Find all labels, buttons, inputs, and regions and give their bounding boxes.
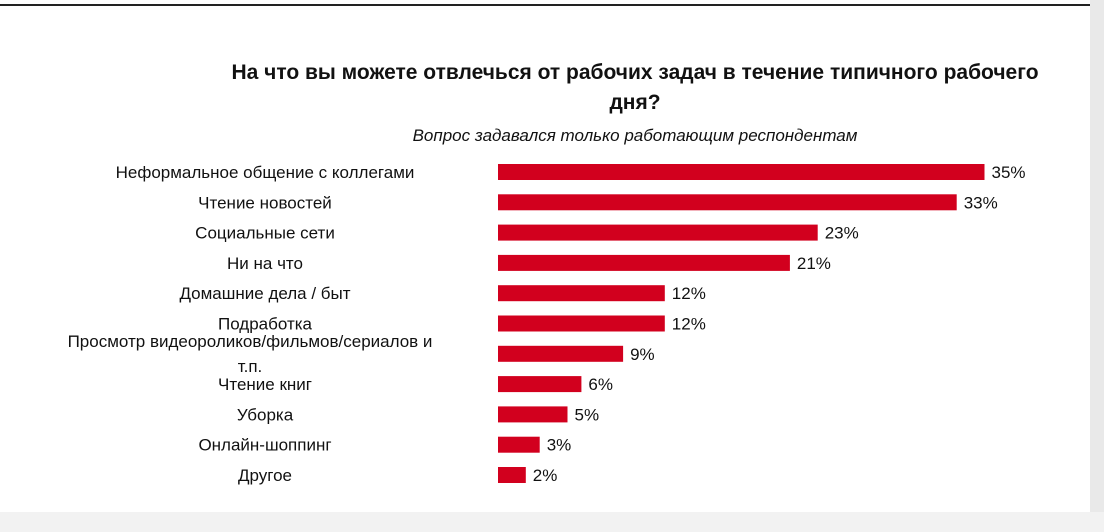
category-label-5: Домашние дела / быт	[179, 284, 350, 303]
value-label-9: 5%	[575, 405, 600, 424]
value-label-4: 21%	[797, 254, 831, 273]
bar-3	[498, 224, 818, 241]
category-label-1: Неформальное общение с коллегами	[116, 163, 415, 182]
bar-10	[498, 436, 540, 453]
value-label-7: 9%	[630, 345, 655, 364]
bar-5	[498, 285, 665, 302]
bar-8	[498, 376, 582, 393]
category-label-7: Просмотр видеороликов/фильмов/сериалов и…	[68, 332, 433, 376]
value-label-2: 33%	[964, 193, 998, 212]
value-label-10: 3%	[547, 436, 572, 455]
bar-9	[498, 406, 568, 423]
bar-6	[498, 315, 665, 332]
bar-11	[498, 467, 526, 483]
bar-1	[498, 164, 985, 180]
value-label-11: 2%	[533, 466, 558, 485]
value-label-3: 23%	[825, 224, 859, 243]
top-border-line	[0, 0, 1098, 6]
category-label-10: Онлайн-шоппинг	[198, 436, 331, 455]
bar-2	[498, 194, 957, 211]
category-label-6: Подработка	[218, 315, 313, 334]
bottom-edge-strip	[0, 512, 1104, 532]
right-edge-strip	[1090, 0, 1104, 532]
category-label-3: Социальные сети	[195, 224, 335, 243]
value-label-6: 12%	[672, 315, 706, 334]
chart-subtitle: Вопрос задавался только работающим респо…	[412, 126, 858, 145]
chart-title: На что вы можете отвлечься от рабочих за…	[231, 61, 1039, 114]
category-label-11: Другое	[238, 466, 292, 485]
bar-7	[498, 345, 624, 362]
bar-4	[498, 254, 790, 271]
category-label-2: Чтение новостей	[198, 193, 332, 212]
category-label-9: Уборка	[237, 405, 294, 424]
value-label-1: 35%	[992, 163, 1026, 182]
category-label-8: Чтение книг	[218, 375, 312, 394]
category-label-4: Ни на что	[227, 254, 303, 273]
value-label-5: 12%	[672, 284, 706, 303]
value-label-8: 6%	[588, 375, 613, 394]
